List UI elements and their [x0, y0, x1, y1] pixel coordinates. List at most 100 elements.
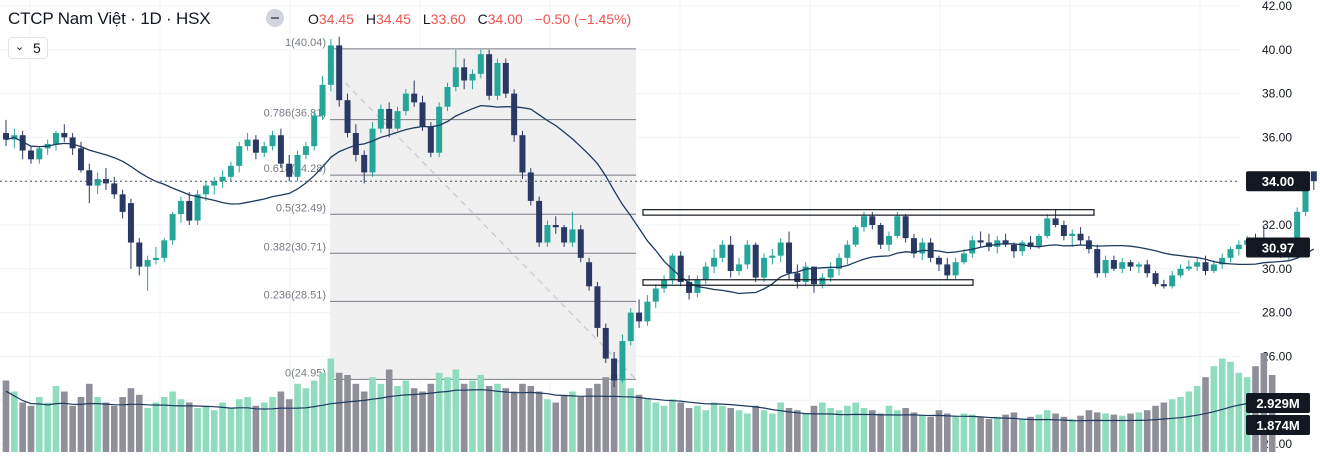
- candle: [802, 266, 809, 282]
- volume-bar: [710, 402, 718, 452]
- candle: [261, 146, 268, 153]
- candle: [1227, 249, 1234, 258]
- candle: [152, 257, 159, 261]
- volume-bar: [194, 408, 201, 452]
- volume-bar: [202, 405, 210, 452]
- volume-bar: [160, 397, 168, 452]
- fib-level-label: 0.786(36.81): [264, 108, 326, 120]
- candle: [111, 183, 118, 195]
- candle: [219, 176, 226, 182]
- candle: [1027, 242, 1034, 247]
- volume-bar: [619, 380, 626, 452]
- candle: [1135, 264, 1142, 267]
- candle: [352, 133, 359, 155]
- volume-bar: [152, 402, 160, 452]
- volume-bar: [1010, 412, 1018, 452]
- candle: [561, 227, 568, 243]
- volume-bar: [627, 388, 635, 452]
- candle: [469, 73, 476, 81]
- ohlc-h-label: H: [365, 11, 376, 27]
- volume-bar: [485, 386, 493, 452]
- y-tick-label: 42.00: [1262, 0, 1292, 13]
- candle: [144, 260, 151, 267]
- volume-bar: [835, 410, 843, 452]
- candle: [777, 242, 784, 256]
- candle: [994, 240, 1001, 247]
- volume-bar: [1160, 402, 1168, 452]
- volume-bar: [127, 388, 135, 452]
- candle: [1235, 244, 1242, 250]
- volume-bar: [1085, 410, 1093, 452]
- volume-bar: [1068, 419, 1076, 452]
- volume-bar: [1135, 412, 1143, 452]
- candle: [344, 100, 351, 134]
- volume-bar: [802, 413, 809, 452]
- ohlc-change: −0.50 (−1.45%): [534, 11, 632, 27]
- candle: [544, 225, 551, 243]
- candle: [377, 108, 384, 129]
- candle: [1219, 257, 1226, 265]
- candle: [286, 163, 293, 177]
- ma-value-badge: [1246, 237, 1310, 258]
- volume-bar: [1102, 413, 1109, 452]
- candle: [827, 268, 834, 278]
- current-price-badge: [1246, 171, 1310, 192]
- candle: [177, 200, 184, 215]
- candle: [319, 84, 326, 116]
- candle: [27, 150, 34, 160]
- candle: [1144, 264, 1151, 274]
- volume-bar: [910, 412, 918, 452]
- volume-bar: [1185, 391, 1193, 452]
- candle: [894, 216, 901, 236]
- volume-bar: [1052, 413, 1059, 452]
- candle: [744, 244, 751, 265]
- volume-bar: [344, 375, 351, 452]
- candle: [227, 165, 234, 177]
- volume-bar: [1118, 415, 1126, 452]
- candle: [935, 257, 942, 265]
- candle: [985, 242, 992, 247]
- volume-bar: [885, 405, 893, 452]
- volume-bar: [652, 402, 660, 452]
- volume-bar: [577, 397, 585, 452]
- indicators-toggle-button[interactable]: ⌄ 5: [8, 37, 48, 59]
- ma-value-badge-text: 30.97: [1262, 241, 1295, 256]
- candle: [436, 106, 443, 153]
- collapse-legend-button[interactable]: [266, 9, 284, 27]
- volume-bar: [444, 377, 451, 452]
- volume-bar: [869, 410, 876, 452]
- candle: [1102, 260, 1109, 274]
- volume-bar: [460, 383, 468, 452]
- volume-bar: [452, 369, 460, 452]
- candle: [1210, 264, 1217, 271]
- candle: [61, 133, 68, 138]
- current-price-badge-text: 34.00: [1262, 174, 1295, 189]
- ohlc-h-value: 34.45: [375, 11, 411, 27]
- candle: [444, 87, 451, 107]
- y-tick-label: 30.00: [1262, 262, 1292, 276]
- volume-bar: [552, 402, 560, 452]
- candle: [1094, 249, 1101, 274]
- volume-bar: [968, 414, 976, 452]
- candle: [1152, 273, 1159, 285]
- candle: [3, 133, 9, 140]
- volume-bar: [319, 372, 326, 452]
- volume-bar: [260, 402, 268, 452]
- volume-bar: [1127, 413, 1134, 452]
- candle: [477, 54, 484, 74]
- resistance-zone: [642, 209, 1095, 216]
- volume-bar: [544, 399, 551, 452]
- candle: [119, 194, 126, 212]
- volume-bar: [1027, 416, 1034, 452]
- candle: [94, 179, 101, 186]
- candle: [1035, 235, 1042, 247]
- volume-bar: [19, 402, 26, 452]
- candle: [669, 255, 676, 280]
- candle: [1052, 218, 1059, 225]
- chevron-down-icon: ⌄: [15, 41, 25, 53]
- candle: [611, 358, 618, 381]
- candle: [860, 216, 867, 228]
- candle: [1110, 260, 1117, 269]
- volume-bar: [644, 399, 651, 452]
